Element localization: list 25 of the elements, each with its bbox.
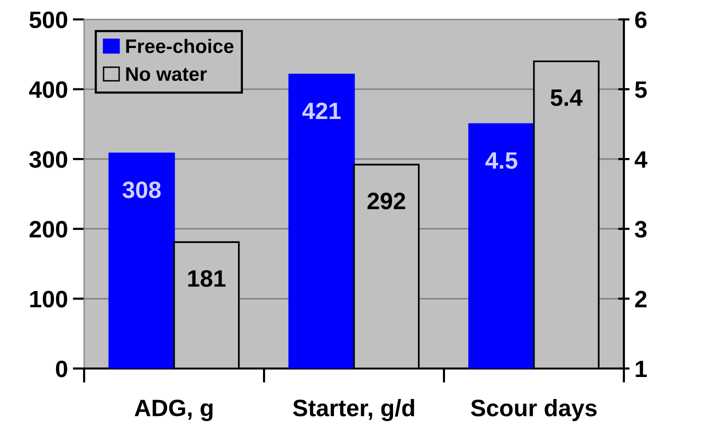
- y2-tick-label: 2: [635, 290, 646, 308]
- y2-tick-label: 1: [636, 360, 647, 378]
- y2-tick-label: 5: [635, 82, 647, 98]
- bar: [108, 152, 175, 369]
- legend-label: Free-choice: [126, 38, 234, 54]
- y-tick-label: 500: [29, 11, 68, 28]
- bar: [288, 74, 355, 369]
- y-tick-label: 0: [56, 360, 68, 378]
- y2-tick-label: 6: [635, 11, 647, 28]
- data-label: 421: [302, 102, 341, 120]
- x-tick-label: Starter, g/d: [293, 399, 414, 422]
- data-label: 181: [188, 270, 226, 287]
- y-tick-label: 300: [29, 151, 68, 168]
- y2-tick-label: 4: [634, 151, 648, 168]
- legend-label: No water: [126, 67, 207, 81]
- y-tick-label: 400: [29, 81, 68, 98]
- data-label: 308: [122, 181, 161, 198]
- x-tick-label: Scour days: [470, 399, 597, 422]
- y-tick-label: 100: [30, 290, 68, 308]
- y-tick-label: 200: [30, 220, 68, 238]
- data-label: 292: [368, 192, 406, 210]
- data-label: 5.4: [550, 90, 583, 106]
- x-tick-label: ADG, g: [134, 400, 213, 422]
- data-label: 4.5: [485, 152, 518, 169]
- y2-tick-label: 3: [634, 220, 647, 238]
